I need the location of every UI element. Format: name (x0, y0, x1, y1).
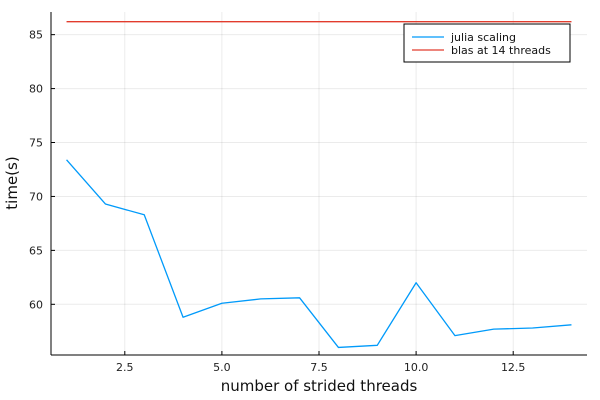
y-axis-label: time(s) (3, 156, 21, 209)
y-tick-label: 65 (29, 244, 43, 257)
x-tick-label: 7.5 (310, 361, 328, 374)
y-tick-label: 85 (29, 29, 43, 42)
grid (51, 12, 587, 355)
x-ticks: 2.5 5.0 7.5 10.0 12.5 (116, 351, 525, 374)
series (66, 21, 572, 349)
legend-label: blas at 14 threads (451, 44, 551, 57)
x-tick-label: 12.5 (501, 361, 526, 374)
y-tick-label: 80 (29, 83, 43, 96)
y-ticks: 60 65 70 75 80 85 (29, 29, 55, 311)
y-tick-label: 60 (29, 298, 43, 311)
legend-box (403, 23, 571, 63)
x-tick-label: 2.5 (116, 361, 134, 374)
y-tick-label: 75 (29, 137, 43, 150)
x-tick-label: 5.0 (213, 361, 231, 374)
x-tick-label: 10.0 (404, 361, 429, 374)
y-tick-label: 70 (29, 190, 43, 203)
legend-label: julia scaling (450, 31, 516, 44)
series-line-julia-scaling (66, 159, 572, 349)
x-axis-label: number of strided threads (221, 377, 418, 395)
